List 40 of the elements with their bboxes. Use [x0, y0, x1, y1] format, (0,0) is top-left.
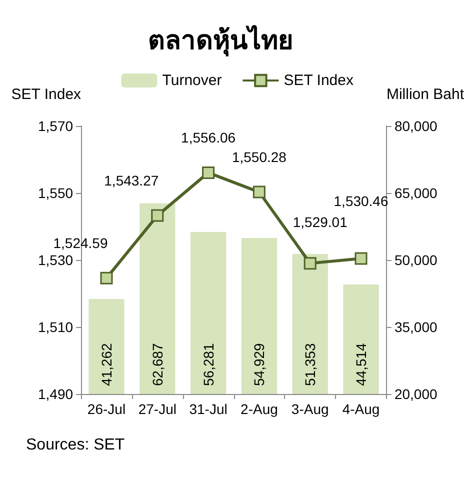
point — [354, 252, 368, 265]
y2-tick-label: 35,000 — [394, 319, 438, 335]
x-tick-label: 3-Aug — [291, 401, 329, 417]
y-axis-title: SET Index — [11, 86, 82, 103]
point — [202, 166, 215, 179]
x-tick-label: 26-Jul — [87, 401, 126, 417]
data-label: 54,929 — [251, 342, 268, 386]
y2-tick-label: 50,000 — [394, 252, 438, 268]
y2-axis-title: Million Baht — [386, 86, 465, 103]
point — [304, 257, 316, 270]
y2-tick-label: 80,000 — [394, 118, 438, 134]
data-label: 62,687 — [149, 342, 166, 386]
legend-label: SET Index — [284, 72, 354, 89]
x-tick-label: 2-Aug — [240, 401, 278, 417]
point — [100, 272, 113, 284]
data-label: 1,543.27 — [104, 172, 159, 188]
data-label: 1,529.01 — [292, 214, 348, 230]
y-tick-label: 1,490 — [38, 386, 74, 402]
data-label: 44,514 — [353, 342, 370, 386]
y2-tick-label: 20,000 — [394, 386, 438, 402]
chart-title: ตลาดหุ้นไทย — [148, 24, 293, 57]
y-tick-label: 1,550 — [38, 185, 74, 201]
data-label: 51,353 — [302, 342, 318, 386]
data-label: 1,556.06 — [181, 129, 236, 146]
y-tick-label: 1,510 — [38, 319, 74, 335]
point — [151, 209, 164, 222]
y2-tick-label: 65,000 — [394, 185, 438, 201]
x-tick-label: 31-Jul — [189, 401, 228, 417]
legend-label: Turnover — [162, 72, 222, 89]
x-tick-label: 27-Jul — [138, 401, 176, 417]
y-tick-label: 1,530 — [38, 252, 74, 268]
data-label: 1,530.46 — [334, 193, 388, 210]
data-label: 1,524.59 — [53, 234, 108, 251]
x-tick-label: 4-Aug — [342, 401, 380, 417]
data-label: 41,262 — [98, 342, 114, 386]
data-label: 1,550.28 — [232, 148, 287, 165]
y-tick-label: 1,570 — [38, 118, 74, 134]
data-label: 56,281 — [200, 342, 216, 386]
source-note: Sources: SET — [26, 436, 125, 454]
point — [252, 186, 266, 198]
